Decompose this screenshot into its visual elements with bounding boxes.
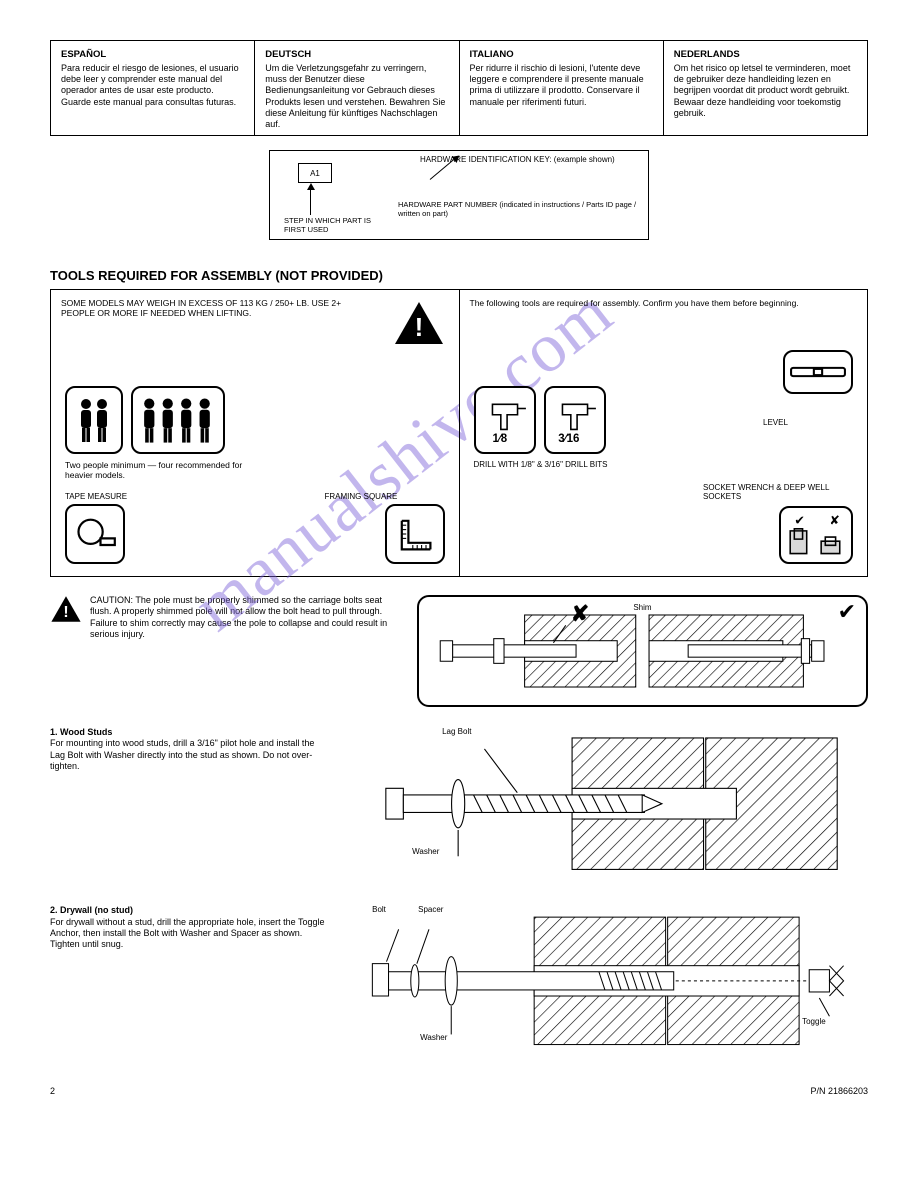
- callout-bolt: Bolt: [372, 905, 386, 914]
- figure-drywall: 2. Drywall (no stud) For drywall without…: [50, 905, 868, 1062]
- socket-wrench-icon: ✔ ✘: [779, 506, 853, 564]
- language-table: ESPAÑOL Para reducir el riesgo de lesion…: [50, 40, 868, 136]
- hardware-key-wrap: HARDWARE IDENTIFICATION KEY: (example sh…: [50, 150, 868, 240]
- lang-title: ITALIANO: [470, 49, 653, 61]
- drill-1-8-icon: 1⁄8: [474, 386, 536, 454]
- lang-cell-it: ITALIANO Per ridurre il rischio di lesio…: [460, 41, 664, 135]
- callout-lag-bolt: Lag Bolt: [442, 727, 471, 736]
- framing-square-icon: [385, 504, 445, 564]
- figure-drywall-diagram: Bolt Spacer Washer Toggle: [342, 905, 868, 1062]
- four-people-icon: [131, 386, 225, 454]
- level-label: LEVEL: [763, 418, 853, 427]
- tools-left-panel: SOME MODELS MAY WEIGH IN EXCESS OF 113 K…: [51, 290, 460, 576]
- figure-wood-stud: 1. Wood Studs For mounting into wood stu…: [50, 727, 868, 885]
- svg-text:✔: ✔: [794, 514, 804, 528]
- shim-correct-icon: [647, 610, 853, 692]
- lang-title: ESPAÑOL: [61, 49, 244, 61]
- figure-wood-text: 1. Wood Studs For mounting into wood stu…: [50, 727, 328, 772]
- people-icon-row: [65, 386, 225, 454]
- shim-label: Shim: [633, 603, 651, 612]
- caution-shim-row: ! CAUTION: The pole must be properly shi…: [50, 595, 868, 707]
- callout-washer: Washer: [412, 847, 439, 856]
- lift-warning-text: SOME MODELS MAY WEIGH IN EXCESS OF 113 K…: [61, 298, 361, 318]
- hardware-sample-tag: A1: [298, 163, 332, 183]
- tools-grid: SOME MODELS MAY WEIGH IN EXCESS OF 113 K…: [50, 289, 868, 577]
- svg-text:!: !: [63, 604, 68, 621]
- lang-body: Um die Verletzungsgefahr zu verringern, …: [265, 63, 448, 131]
- figure-wood-diagram: Lag Bolt Washer: [342, 727, 868, 885]
- hardware-key-label-step: STEP IN WHICH PART IS FIRST USED: [284, 217, 394, 234]
- figure-wood-body: For mounting into wood studs, drill a 3/…: [50, 738, 314, 771]
- warning-icon: !: [393, 300, 445, 351]
- page: manualshive.com ESPAÑOL Para reducir el …: [0, 0, 918, 1126]
- tools-right-intro: The following tools are required for ass…: [470, 298, 850, 308]
- hardware-key-label-part: HARDWARE PART NUMBER (indicated in instr…: [398, 201, 638, 218]
- caution-text-block: ! CAUTION: The pole must be properly shi…: [50, 595, 405, 707]
- tape-measure-label: TAPE MEASURE: [65, 492, 127, 501]
- warning-icon: !: [50, 595, 82, 707]
- figure-drywall-title: 2. Drywall (no stud): [50, 905, 133, 915]
- hardware-key-box: HARDWARE IDENTIFICATION KEY: (example sh…: [269, 150, 649, 240]
- callout-spacer: Spacer: [418, 905, 443, 914]
- lang-body: Para reducir el riesgo de lesiones, el u…: [61, 63, 244, 108]
- two-people-icon: [65, 386, 123, 454]
- figure-wood-title: 1. Wood Studs: [50, 727, 112, 737]
- tape-measure-icon: [65, 504, 125, 564]
- callout-toggle: Toggle: [802, 1017, 826, 1026]
- lang-body: Per ridurre il rischio di lesioni, l'ute…: [470, 63, 653, 108]
- svg-text:3⁄16: 3⁄16: [558, 433, 579, 445]
- lang-cell-es: ESPAÑOL Para reducir el riesgo de lesion…: [51, 41, 255, 135]
- svg-text:✘: ✘: [829, 514, 839, 528]
- page-number: 2: [50, 1086, 55, 1096]
- socket-wrench-label: SOCKET WRENCH & DEEP WELL SOCKETS: [703, 483, 853, 501]
- caution-text: CAUTION: The pole must be properly shimm…: [90, 595, 405, 707]
- lang-title: DEUTSCH: [265, 49, 448, 61]
- svg-text:1⁄8: 1⁄8: [492, 433, 507, 445]
- figure-drywall-body: For drywall without a stud, drill the ap…: [50, 917, 324, 950]
- callout-washer: Washer: [420, 1033, 447, 1042]
- shim-comparison-box: ✘ ✔: [417, 595, 868, 707]
- people-caption: Two people minimum — four recommended fo…: [65, 460, 265, 480]
- framing-square-label: FRAMING SQUARE: [325, 492, 445, 501]
- lang-cell-de: DEUTSCH Um die Verletzungsgefahr zu verr…: [255, 41, 459, 135]
- drill-3-16-icon: 3⁄16: [544, 386, 606, 454]
- shim-wrong-icon: [432, 610, 638, 692]
- svg-text:!: !: [414, 312, 423, 342]
- figure-drywall-text: 2. Drywall (no stud) For drywall without…: [50, 905, 328, 950]
- lang-cell-nl: NEDERLANDS Om het risico op letsel te ve…: [664, 41, 867, 135]
- page-footer: 2 P/N 21866203: [50, 1086, 868, 1096]
- lang-title: NEDERLANDS: [674, 49, 857, 61]
- part-number: P/N 21866203: [810, 1086, 868, 1096]
- lang-body: Om het risico op letsel te verminderen, …: [674, 63, 857, 119]
- arrow-icon: [310, 185, 311, 215]
- level-icon: [783, 350, 853, 394]
- tools-required-title: TOOLS REQUIRED FOR ASSEMBLY (NOT PROVIDE…: [50, 268, 868, 283]
- drill-bits-label: DRILL WITH 1/8" & 3/16" DRILL BITS: [474, 460, 634, 469]
- tools-right-panel: The following tools are required for ass…: [460, 290, 868, 576]
